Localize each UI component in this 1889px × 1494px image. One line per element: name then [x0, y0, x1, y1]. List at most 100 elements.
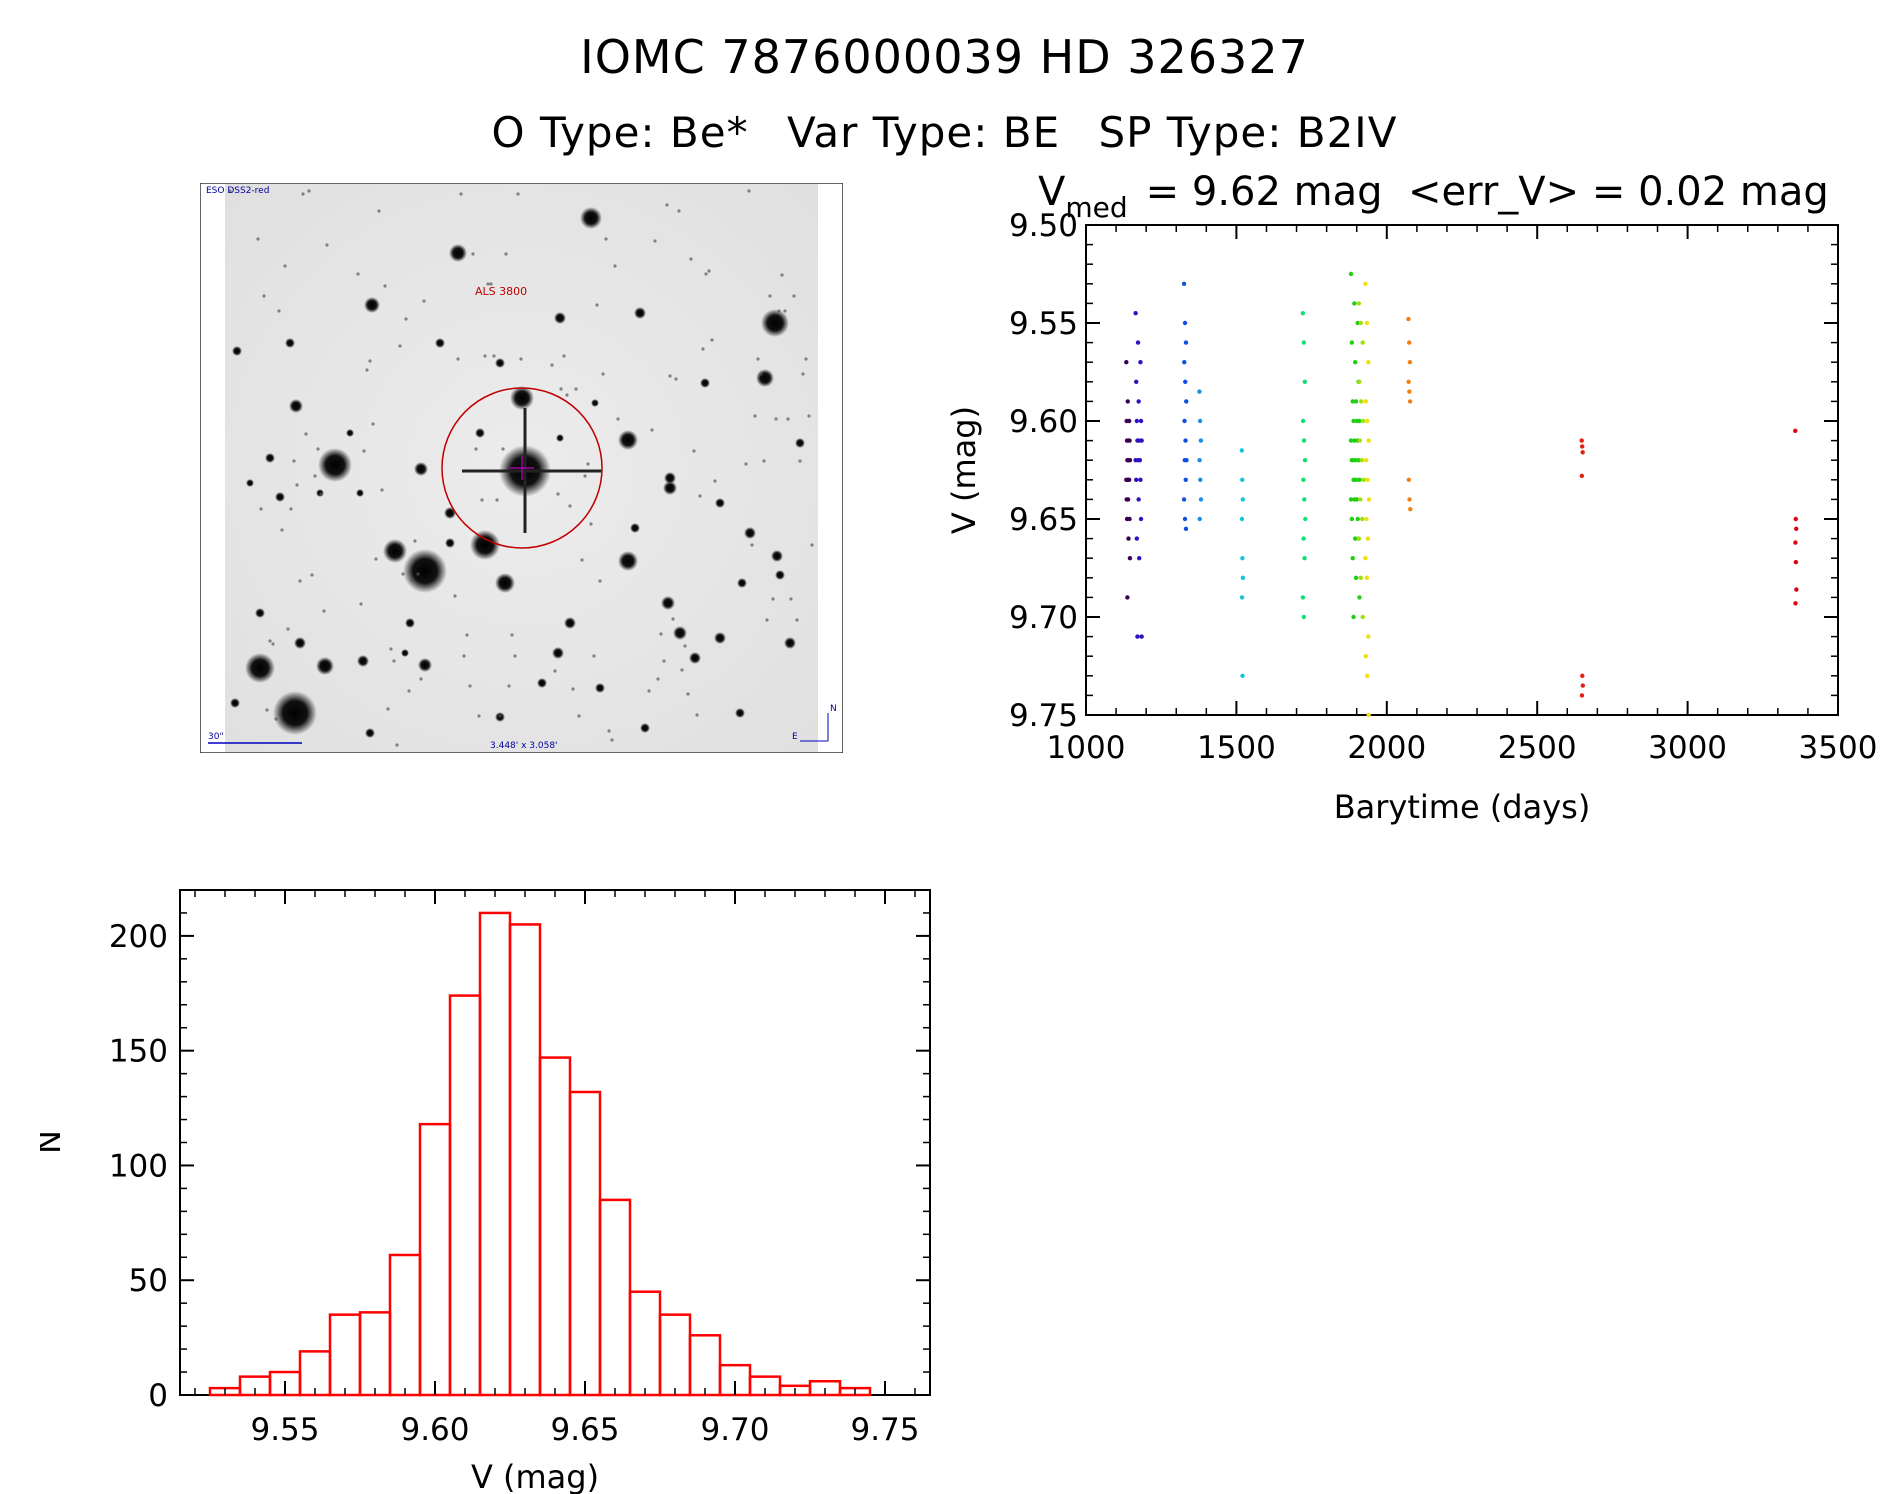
- faint-star: [471, 252, 475, 256]
- lc-data-point: [1183, 438, 1188, 443]
- compass-north-label: N: [830, 704, 837, 714]
- star: [735, 708, 745, 718]
- star: [591, 399, 599, 407]
- histogram-bar: [658, 1313, 692, 1397]
- faint-star: [768, 294, 772, 298]
- faint-star: [513, 654, 517, 658]
- faint-star: [710, 338, 714, 342]
- lc-y-tick-label: 9.50: [1009, 208, 1078, 244]
- lc-data-point: [1302, 379, 1308, 384]
- lc-data-point: [1183, 477, 1188, 482]
- lc-data-point: [1580, 673, 1585, 678]
- faint-star: [404, 317, 408, 321]
- star: [689, 652, 701, 664]
- object-types-line: O Type: Be* Var Type: BE SP Type: B2IV: [0, 108, 1889, 157]
- spectral-type: SP Type: B2IV: [1098, 108, 1398, 157]
- star: [255, 608, 265, 618]
- lc-data-point: [1134, 536, 1140, 541]
- faint-star: [562, 354, 566, 358]
- faint-star: [501, 447, 505, 451]
- star: [634, 307, 646, 319]
- lc-data-point: [1366, 634, 1371, 639]
- light-curve-chart: Vmed = 9.62 mag <err_V> = 0.02 mag 1000 15…: [945, 170, 1877, 826]
- faint-star: [325, 243, 329, 247]
- lc-data-point: [1348, 271, 1354, 277]
- star: [365, 728, 375, 738]
- lc-data-point: [1182, 516, 1188, 522]
- lc-data-point: [1240, 497, 1245, 502]
- lc-data-point: [1363, 556, 1368, 561]
- faint-star: [383, 284, 387, 288]
- lc-data-point: [1240, 673, 1245, 678]
- lc-data-point: [1406, 316, 1411, 322]
- faint-star: [495, 498, 499, 502]
- faint-star: [701, 347, 705, 351]
- histogram-bar: [688, 1334, 722, 1397]
- star: [756, 369, 774, 387]
- lc-data-point: [1579, 438, 1584, 443]
- faint-star: [689, 257, 693, 261]
- lc-data-point: [1355, 516, 1360, 522]
- hist-y-tick-label: 0: [148, 1378, 168, 1414]
- faint-star: [798, 459, 802, 463]
- lc-y-tick-label: 9.55: [1009, 306, 1078, 342]
- faint-star: [762, 459, 766, 463]
- faint-star: [298, 579, 302, 583]
- star: [700, 378, 710, 388]
- lc-data-point: [1183, 340, 1189, 345]
- lc-data-point: [1125, 595, 1130, 600]
- lc-data-point: [1126, 458, 1132, 463]
- lc-data-point: [1406, 477, 1412, 482]
- lc-y-tick-label: 9.65: [1009, 502, 1078, 538]
- star: [318, 448, 352, 482]
- lc-x-tick-label: 1500: [1197, 730, 1276, 766]
- faint-star: [283, 264, 287, 268]
- faint-star: [392, 659, 396, 663]
- lc-data-point: [1366, 360, 1371, 365]
- lc-data-point: [1407, 497, 1412, 502]
- faint-star: [704, 272, 708, 276]
- star: [316, 657, 334, 675]
- faint-star: [477, 714, 481, 718]
- hist-y-axis-label: N: [40, 1130, 68, 1154]
- faint-star: [647, 689, 651, 693]
- faint-star: [656, 677, 660, 681]
- histogram-bar: [508, 923, 542, 1397]
- lc-data-point: [1357, 595, 1362, 600]
- faint-star: [510, 633, 514, 637]
- faint-star: [301, 192, 305, 196]
- magnitude-histogram: 9.55 9.60 9.65 9.70 9.75 0 50 100 150 200 V (mag)…: [40, 889, 931, 1494]
- lc-data-point: [1353, 575, 1359, 580]
- star: [715, 498, 725, 508]
- faint-star: [653, 239, 657, 243]
- lc-data-point: [1363, 399, 1369, 404]
- lc-data-point: [1360, 340, 1365, 345]
- histogram-bar: [418, 1122, 452, 1397]
- lc-data-point: [1406, 379, 1411, 384]
- histogram-bar: [538, 1056, 572, 1397]
- lc-title-rest: = 9.62 mag <err_V> = 0.02 mag: [1146, 170, 1829, 215]
- lc-data-point: [1181, 497, 1187, 502]
- page-title: IOMC 7876000039 HD 326327: [580, 30, 1309, 84]
- lc-data-point: [1127, 556, 1133, 561]
- lc-data-point: [1366, 438, 1371, 443]
- star: [230, 698, 240, 708]
- star: [357, 655, 369, 667]
- faint-star: [483, 354, 487, 358]
- lc-data-point: [1349, 516, 1355, 522]
- lc-x-axis-label: Barytime (days): [1334, 788, 1591, 826]
- faint-star: [571, 687, 575, 691]
- lc-data-point: [1133, 311, 1138, 316]
- faint-star: [413, 539, 417, 543]
- field-of-view-label: 3.448' x 3.058': [490, 741, 558, 751]
- histogram-bar: [478, 911, 512, 1397]
- faint-star: [783, 309, 787, 313]
- star: [418, 658, 432, 672]
- faint-star: [789, 597, 793, 601]
- hist-x-tick-label: 9.60: [400, 1412, 469, 1448]
- lc-data-point: [1134, 477, 1139, 482]
- lc-data-point: [1138, 418, 1144, 424]
- faint-star: [304, 432, 308, 436]
- faint-star: [744, 462, 748, 466]
- faint-star: [468, 684, 472, 688]
